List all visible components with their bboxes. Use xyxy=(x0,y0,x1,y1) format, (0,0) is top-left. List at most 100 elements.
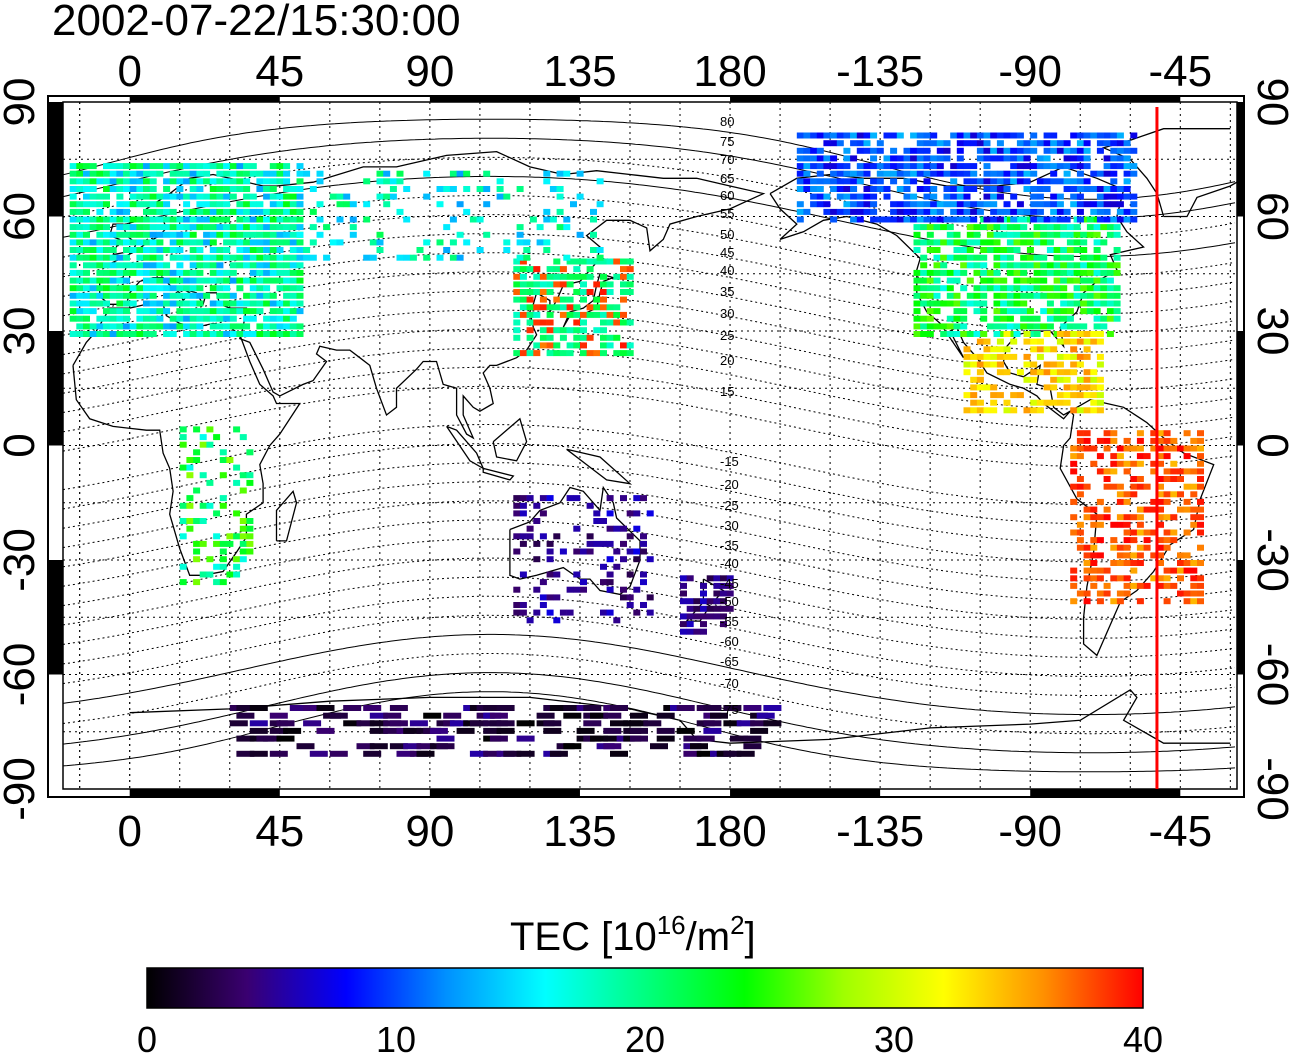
tec-point-canada-arctic xyxy=(870,208,878,215)
tec-point-gulf-caribbean xyxy=(1010,407,1018,414)
tec-point-new-zealand xyxy=(713,598,721,605)
tec-point-canada-arctic xyxy=(803,163,811,170)
tec-point-canada-arctic xyxy=(996,140,1004,147)
tec-point-siberia xyxy=(449,186,457,192)
tec-point-europe xyxy=(256,292,264,299)
tec-point-europe xyxy=(256,285,264,292)
tec-point-north-america xyxy=(960,254,968,261)
tec-point-europe xyxy=(109,277,117,284)
tec-point-south-america xyxy=(1136,521,1144,528)
tec-point-siberia xyxy=(336,239,344,246)
tec-point-canada-arctic xyxy=(1043,163,1051,170)
tec-point-south-america xyxy=(1110,468,1118,475)
tec-point-north-america xyxy=(1006,262,1014,269)
tec-point-north-america xyxy=(960,300,968,307)
tec-point-gulf-caribbean xyxy=(970,376,978,383)
tec-point-canada-arctic xyxy=(983,216,991,223)
tec-point-europe xyxy=(183,300,191,307)
tec-point-canada-arctic xyxy=(1030,201,1038,208)
tec-point-canada-arctic xyxy=(1016,201,1024,208)
tec-point-europe xyxy=(136,224,144,231)
tec-point-canada-arctic xyxy=(903,193,911,200)
tec-point-europe xyxy=(183,231,191,238)
tec-point-siberia xyxy=(296,208,304,215)
tec-point-europe xyxy=(216,300,224,307)
tec-point-north-america xyxy=(1053,308,1061,315)
tec-point-north-america xyxy=(1026,254,1034,261)
tec-point-south-america xyxy=(1083,437,1091,444)
tec-point-europe xyxy=(169,277,177,284)
tec-point-south-america xyxy=(1123,498,1131,505)
tec-point-canada-arctic xyxy=(930,216,938,223)
tec-point-antarctica xyxy=(603,735,622,742)
tec-point-europe xyxy=(249,300,257,307)
tec-point-europe xyxy=(276,277,284,284)
tec-point-north-america xyxy=(1013,262,1021,269)
tec-point-gulf-caribbean xyxy=(1043,361,1051,368)
tec-point-europe xyxy=(209,186,217,192)
tec-point-europe xyxy=(123,323,130,330)
tec-point-east-asia xyxy=(533,281,541,288)
tec-point-new-zealand xyxy=(680,590,687,597)
tec-point-europe xyxy=(289,231,297,238)
tec-point-europe xyxy=(216,315,224,322)
tec-point-europe xyxy=(209,262,217,269)
tec-point-europe xyxy=(256,254,264,261)
tec-point-east-asia xyxy=(580,319,587,326)
tec-point-south-america xyxy=(1116,544,1124,551)
tec-point-south-america xyxy=(1177,590,1184,597)
tec-point-east-asia xyxy=(553,266,561,273)
tec-point-canada-arctic xyxy=(1123,208,1131,215)
tec-point-north-america xyxy=(1046,231,1054,238)
tec-point-europe xyxy=(103,216,110,223)
tec-point-south-america xyxy=(1197,460,1204,467)
tec-point-south-america xyxy=(1110,453,1118,460)
tec-point-south-america xyxy=(1110,430,1118,437)
tec-point-south-america xyxy=(1163,430,1171,437)
frame-bar-top xyxy=(429,96,580,102)
tec-point-canada-arctic xyxy=(923,201,931,208)
tec-point-australia xyxy=(513,495,521,502)
tec-point-canada-arctic xyxy=(1030,140,1038,147)
tec-point-south-america xyxy=(1070,453,1078,460)
tec-point-canada-arctic xyxy=(983,201,991,208)
tec-point-australia xyxy=(620,525,627,532)
contour-label: 80 xyxy=(720,114,734,129)
tec-point-siberia xyxy=(423,170,431,177)
tec-point-europe xyxy=(229,224,237,231)
tec-point-canada-arctic xyxy=(1103,193,1111,200)
tec-point-canada-arctic xyxy=(930,186,938,192)
tec-point-north-america xyxy=(1080,285,1088,292)
tec-point-new-zealand xyxy=(680,575,687,582)
tec-point-east-asia xyxy=(600,304,607,311)
tec-point-europe xyxy=(69,201,77,208)
tec-point-siberia xyxy=(296,247,304,253)
tec-point-north-america xyxy=(940,300,948,307)
tec-point-north-america xyxy=(1000,323,1008,330)
tec-point-east-asia xyxy=(546,350,554,357)
tec-point-canada-arctic xyxy=(890,201,898,208)
tec-point-south-america xyxy=(1116,598,1124,605)
tec-point-antarctica xyxy=(403,743,422,750)
tec-point-antarctica xyxy=(263,735,282,742)
tec-point-europe xyxy=(76,300,84,307)
tec-point-gulf-caribbean xyxy=(996,369,1004,376)
tec-point-south-america xyxy=(1163,437,1171,444)
tec-point-south-africa xyxy=(199,441,207,448)
tec-point-canada-arctic xyxy=(1003,170,1011,177)
tec-point-south-america xyxy=(1123,544,1131,551)
tec-point-antarctica xyxy=(343,705,362,711)
tec-point-canada-arctic xyxy=(1063,178,1071,185)
tec-point-europe xyxy=(176,224,184,231)
tec-point-east-asia xyxy=(566,258,574,265)
tec-point-south-america xyxy=(1083,430,1091,437)
tec-point-canada-arctic xyxy=(983,155,991,162)
tec-point-europe xyxy=(256,178,264,185)
tec-point-europe xyxy=(109,308,117,315)
tec-point-canada-arctic xyxy=(1076,193,1084,200)
tec-point-canada-arctic xyxy=(1116,208,1124,215)
tec-point-south-america xyxy=(1197,590,1204,597)
tec-point-europe xyxy=(256,323,264,330)
frame-bar-right xyxy=(1237,560,1244,675)
tec-point-east-asia xyxy=(546,281,554,288)
